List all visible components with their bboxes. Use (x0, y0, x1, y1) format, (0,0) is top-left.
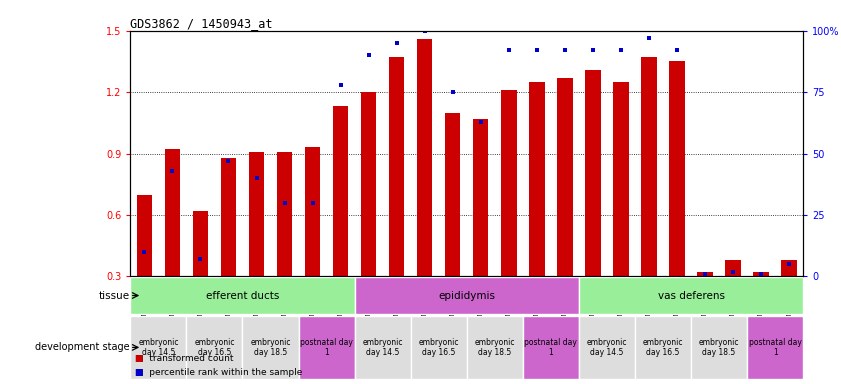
Bar (613, 82, 629, 276)
Text: tissue: tissue (98, 291, 130, 301)
Text: development stage: development stage (35, 343, 130, 353)
Text: ■  percentile rank within the sample: ■ percentile rank within the sample (135, 368, 302, 377)
Bar (304, 147, 320, 276)
Bar (220, 158, 236, 276)
Bar (165, 149, 180, 276)
Bar (669, 61, 685, 276)
Bar (585, 70, 600, 276)
Point (474, 119, 488, 125)
Text: embryonic
day 18.5: embryonic day 18.5 (251, 338, 291, 357)
Text: embryonic
day 16.5: embryonic day 16.5 (194, 338, 235, 357)
Bar (501, 90, 516, 276)
Text: efferent ducts: efferent ducts (206, 291, 279, 301)
Bar (130, 316, 187, 379)
Point (586, 47, 600, 53)
Point (362, 52, 375, 58)
Point (390, 40, 404, 46)
Text: embryonic
day 16.5: embryonic day 16.5 (643, 338, 683, 357)
Point (530, 47, 543, 53)
Text: postnatal day
1: postnatal day 1 (300, 338, 353, 357)
Bar (641, 57, 657, 276)
Bar (697, 272, 713, 276)
Point (670, 47, 684, 53)
Point (643, 35, 656, 41)
Bar (781, 260, 797, 276)
Point (250, 175, 263, 181)
Bar (187, 316, 242, 379)
Bar (579, 277, 803, 314)
Point (782, 261, 796, 267)
Point (193, 256, 207, 262)
Bar (193, 211, 209, 276)
Bar (355, 316, 410, 379)
Bar (467, 316, 523, 379)
Bar (579, 316, 635, 379)
Text: ■: ■ (135, 354, 143, 363)
Point (418, 28, 431, 34)
Bar (417, 39, 432, 276)
Point (138, 249, 151, 255)
Bar (249, 152, 264, 276)
Text: embryonic
day 16.5: embryonic day 16.5 (419, 338, 459, 357)
Point (558, 47, 572, 53)
Bar (136, 195, 152, 276)
Text: ■: ■ (135, 368, 143, 377)
Bar (747, 316, 803, 379)
Point (754, 271, 768, 277)
Bar (635, 316, 691, 379)
Bar (523, 316, 579, 379)
Bar (473, 119, 489, 276)
Text: embryonic
day 18.5: embryonic day 18.5 (474, 338, 515, 357)
Bar (754, 272, 769, 276)
Point (306, 200, 320, 206)
Bar (529, 82, 545, 276)
Text: postnatal day
1: postnatal day 1 (525, 338, 577, 357)
Bar (277, 152, 293, 276)
Bar (445, 113, 461, 276)
Point (698, 271, 711, 277)
Text: GDS3862 / 1450943_at: GDS3862 / 1450943_at (130, 17, 272, 30)
Point (278, 200, 291, 206)
Text: embryonic
day 14.5: embryonic day 14.5 (138, 338, 178, 357)
Point (334, 82, 347, 88)
Bar (691, 316, 747, 379)
Point (502, 47, 516, 53)
Text: embryonic
day 14.5: embryonic day 14.5 (362, 338, 403, 357)
Text: epididymis: epididymis (438, 291, 495, 301)
Bar (361, 92, 377, 276)
Bar (389, 57, 405, 276)
Bar (130, 277, 355, 314)
Point (222, 158, 235, 164)
Point (166, 168, 179, 174)
Bar (410, 316, 467, 379)
Point (727, 268, 740, 275)
Text: ■  transformed count: ■ transformed count (135, 354, 233, 363)
Text: vas deferens: vas deferens (658, 291, 725, 301)
Point (446, 89, 459, 95)
Bar (355, 277, 579, 314)
Bar (557, 78, 573, 276)
Point (614, 47, 627, 53)
Text: embryonic
day 18.5: embryonic day 18.5 (699, 338, 739, 357)
Bar (725, 260, 741, 276)
Text: embryonic
day 14.5: embryonic day 14.5 (587, 338, 627, 357)
Bar (333, 106, 348, 276)
Bar (242, 316, 299, 379)
Bar (299, 316, 355, 379)
Text: postnatal day
1: postnatal day 1 (748, 338, 801, 357)
